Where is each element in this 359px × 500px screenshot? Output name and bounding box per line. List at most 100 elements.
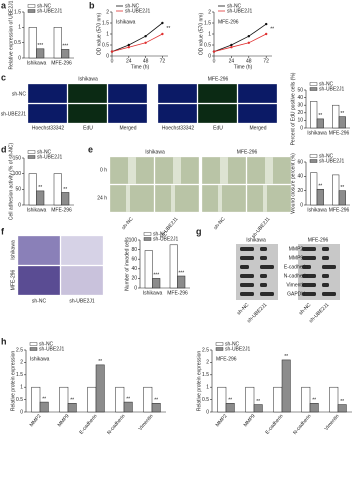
y-tick-label: 0	[18, 55, 21, 61]
bar	[316, 118, 324, 129]
y-tick-label: 0	[134, 285, 137, 291]
row-label: sh-NC	[12, 91, 27, 97]
bar	[332, 174, 340, 206]
column-label: EdU	[213, 125, 223, 131]
y-tick-label: 0	[300, 202, 303, 208]
column-label: sh-UBE2J1	[69, 298, 95, 304]
y-tick-label: 1	[106, 31, 109, 37]
x-tick-label: MMP2	[29, 413, 43, 428]
wound-gap	[128, 157, 136, 184]
group-label: MFE-296	[308, 237, 329, 243]
bar	[143, 386, 153, 413]
y-tick-label: 2	[206, 360, 209, 366]
x-tick-label: Vimentin	[323, 413, 340, 432]
bar	[53, 27, 62, 59]
wound-gap	[265, 157, 273, 184]
x-tick-label: Ishikawa	[27, 207, 47, 213]
micrograph	[27, 83, 68, 104]
y-tick-label: 1.5	[14, 9, 21, 15]
legend-label: sh-NC	[319, 81, 334, 87]
micrograph	[197, 103, 238, 124]
significance: **	[42, 396, 46, 402]
x-tick-label: 0	[213, 58, 216, 64]
y-tick-label: 0.5	[16, 397, 23, 403]
legend-swatch	[143, 237, 152, 241]
legend-label: sh-UBE2J1	[227, 8, 253, 14]
legend-swatch	[143, 232, 152, 236]
significance: **	[228, 398, 232, 404]
y-tick-label: 1.5	[202, 372, 209, 378]
bar	[61, 192, 70, 206]
x-tick-label: 48	[143, 58, 149, 64]
column-label: sh-UBE2J1	[308, 302, 330, 324]
y-tick-label: 0	[20, 409, 23, 415]
y-tick-label: 2	[20, 360, 23, 366]
bar	[281, 359, 291, 413]
legend-label: sh-NC	[153, 231, 168, 237]
point	[110, 50, 114, 53]
y-tick-label: 20	[297, 188, 303, 194]
group-label: Ishikawa	[145, 149, 165, 155]
wound-gap	[220, 157, 228, 184]
legend-swatch	[309, 82, 318, 86]
y-tick-label: 20	[131, 276, 137, 282]
legend-label: sh-UBE2J1	[225, 346, 251, 352]
panel-label: f	[1, 226, 5, 236]
point	[230, 43, 233, 47]
y-tick-label: 150	[13, 155, 22, 161]
protein-label: E-cadherin	[284, 264, 308, 270]
column-label: sh-NC	[121, 216, 135, 231]
legend-swatch	[309, 159, 318, 163]
x-tick-label: MFE-296	[51, 207, 72, 213]
y-tick-label: 80	[131, 247, 137, 253]
column-label: sh-NC	[32, 298, 47, 304]
y-tick-label: 0	[208, 53, 211, 59]
protein-label: GAPDH	[287, 291, 305, 297]
bar	[28, 173, 37, 206]
point	[230, 46, 233, 49]
group-label: MFE-296	[208, 76, 229, 82]
micrograph	[27, 103, 68, 124]
bar	[253, 404, 263, 413]
micrograph	[67, 83, 108, 104]
line	[213, 23, 267, 52]
bar	[245, 386, 255, 413]
blot-band	[240, 292, 254, 296]
group-label: MFE-296	[237, 149, 258, 155]
column-label: Merged	[120, 125, 137, 131]
panel-label: c	[1, 72, 6, 82]
blot-band	[260, 256, 267, 260]
row-label: sh-UBE2J1	[1, 111, 27, 117]
point	[265, 32, 268, 36]
legend-swatch	[27, 155, 36, 159]
significance: **	[340, 111, 344, 117]
point	[247, 35, 250, 38]
transwell-image	[60, 235, 104, 266]
chart-title: MFE-296	[218, 19, 239, 25]
panel-label: b	[89, 0, 95, 10]
group-label: Ishikawa	[78, 76, 98, 82]
bar	[152, 278, 161, 289]
bar	[332, 104, 340, 129]
blot-band	[240, 256, 254, 260]
legend-label: sh-NC	[39, 341, 54, 347]
significance: ***	[178, 270, 184, 276]
blot-band	[302, 256, 316, 260]
y-tick-label: 0.5	[202, 397, 209, 403]
legend-label: sh-UBE2J1	[37, 154, 63, 160]
significance: ***	[62, 44, 68, 50]
y-tick-label: 0.5	[204, 42, 211, 48]
y-tick-label: 1.5	[102, 20, 109, 26]
point	[265, 22, 268, 26]
legend-swatch	[309, 87, 318, 91]
x-tick-label: N-cadherin	[106, 413, 126, 436]
group-label: Ishikawa	[246, 237, 266, 243]
point	[247, 41, 250, 44]
bar	[95, 364, 105, 413]
bar	[225, 403, 235, 413]
blot-band	[260, 265, 274, 269]
y-axis-label: Relative expression of UBE2J1	[8, 0, 14, 69]
legend-label: sh-NC	[37, 149, 52, 155]
y-tick-label: 0	[106, 53, 109, 59]
micrograph	[197, 83, 238, 104]
